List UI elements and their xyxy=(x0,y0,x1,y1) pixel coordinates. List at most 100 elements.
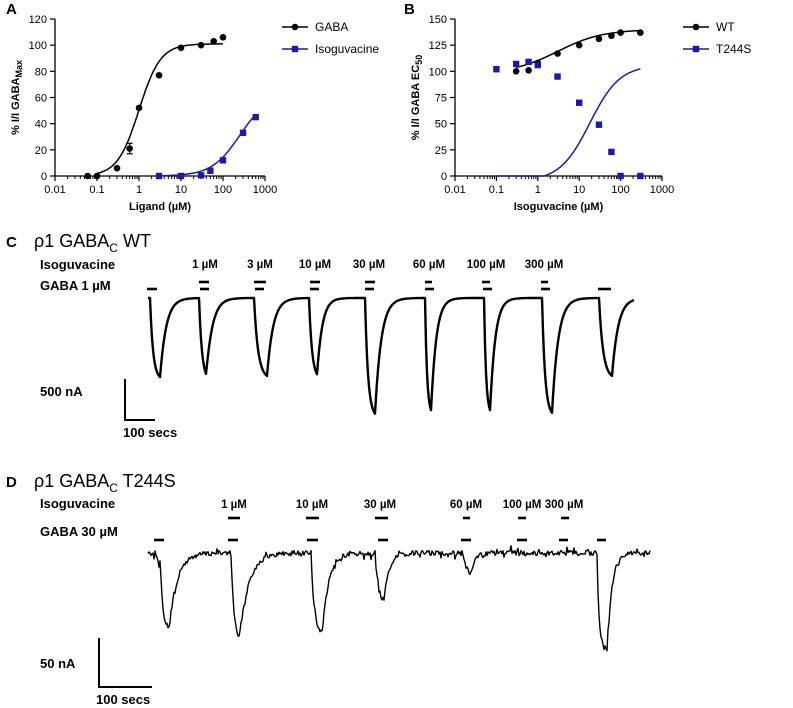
y-tick-label: 80 xyxy=(35,66,47,78)
y-tick-label: 100 xyxy=(29,40,47,52)
x-axis-title-end: ) xyxy=(600,201,604,213)
concentration-label: 30 µM xyxy=(353,259,385,271)
panel-d-concentration-labels: 1 µM 10 µM 30 µM 60 µM 100 µM 300 µM xyxy=(221,499,583,511)
panel-c-current-trace xyxy=(147,296,635,415)
x-axis-title-main: Isoguvacine ( xyxy=(514,201,585,213)
panel-d-title-rest: T244S xyxy=(118,471,176,491)
legend-label: GABA xyxy=(315,20,348,34)
y-tick-label: 120 xyxy=(29,14,47,26)
data-point-wt xyxy=(637,29,644,36)
legend-label: T244S xyxy=(716,42,751,56)
concentration-label: 60 µM xyxy=(413,259,445,271)
y-axis-title-main: % I/I GABA EC xyxy=(410,65,422,140)
x-tick-label: 10 xyxy=(175,184,187,196)
panel-b-letter: B xyxy=(404,1,415,18)
concentration-label: 3 µM xyxy=(247,259,273,271)
data-point-t244s xyxy=(637,172,644,180)
panel-a-letter: A xyxy=(6,1,17,18)
data-point-t244s xyxy=(576,99,583,106)
panel-d-isoguvacine-label: Isoguvacine xyxy=(40,496,115,511)
y-axis-title-sub: 50 xyxy=(414,55,424,65)
panel-b: B 0.01 0.1 1 10 100 1000 0 25 50 75 100 125 150 Isogu… xyxy=(404,1,751,213)
panel-c-concentration-labels: 1 µM 3 µM 10 µM 30 µM 60 µM 100 µM 300 µM xyxy=(192,259,563,271)
data-point-isoguvacine xyxy=(219,157,227,164)
x-tick-label: 100 xyxy=(214,184,232,196)
x-tick-label: 0.1 xyxy=(89,184,104,196)
legend-marker xyxy=(291,45,299,53)
data-point-isoguvacine xyxy=(197,172,205,179)
data-point-isoguvacine xyxy=(155,172,163,180)
x-axis-title: Isoguvacine (µM) xyxy=(514,201,604,213)
x-axis-title-main: Ligand ( xyxy=(129,201,172,213)
concentration-label: 60 µM xyxy=(450,499,482,511)
fit-curve-gaba xyxy=(96,43,223,175)
data-point-gaba xyxy=(84,172,91,180)
y-tick-label: 125 xyxy=(429,40,447,52)
panel-c-scale-time: 100 secs xyxy=(123,425,177,440)
concentration-label: 1 µM xyxy=(192,259,218,271)
legend-marker xyxy=(291,23,299,31)
concentration-label: 300 µM xyxy=(545,499,584,511)
data-point-gaba xyxy=(210,37,217,45)
data-point-gaba xyxy=(177,44,185,52)
data-point-t244s xyxy=(617,172,624,180)
y-axis-title-main: % I/I GABA xyxy=(10,77,22,135)
legend-label: WT xyxy=(716,20,735,34)
x-axis-title-unit: µM xyxy=(584,201,600,213)
x-axis-title-end: ) xyxy=(187,201,191,213)
data-point-wt xyxy=(525,66,532,74)
data-point-wt xyxy=(554,50,561,57)
x-tick-label: 1 xyxy=(535,184,541,196)
data-point-wt xyxy=(575,41,583,49)
data-point-wt xyxy=(512,68,520,75)
panel-d-title-main: ρ1 GABA xyxy=(34,471,109,491)
data-point-gaba xyxy=(219,34,227,41)
x-tick-label: 0.1 xyxy=(489,184,504,196)
concentration-label: 100 µM xyxy=(467,259,506,271)
x-tick-label: 1 xyxy=(136,184,142,196)
panel-d-scale-time: 100 secs xyxy=(96,692,150,707)
panel-c-scale-current: 500 nA xyxy=(40,384,83,399)
data-point-isoguvacine xyxy=(177,172,185,180)
data-point-isoguvacine xyxy=(252,113,259,121)
y-tick-label: 75 xyxy=(435,93,447,105)
concentration-label: 30 µM xyxy=(364,499,396,511)
y-tick-label: 0 xyxy=(441,171,447,183)
data-point-gaba xyxy=(113,164,121,172)
y-tick-label: 25 xyxy=(435,145,447,157)
panel-d-letter: D xyxy=(6,474,17,491)
panel-c-isoguvacine-label: Isoguvacine xyxy=(40,257,115,272)
legend-marker xyxy=(692,23,700,31)
panel-d-current-trace xyxy=(147,545,651,652)
data-point-wt xyxy=(608,32,615,40)
legend-label: Isoguvacine xyxy=(315,42,379,56)
y-tick-label: 60 xyxy=(35,93,47,105)
panel-a: A 0.01 0.1 1 10 100 1000 0 20 40 60 80 100 120 Ligand… xyxy=(6,1,379,213)
x-axis-title: Ligand (µM) xyxy=(129,201,191,213)
data-point-t244s xyxy=(554,73,561,80)
data-point-wt xyxy=(595,35,603,43)
y-tick-label: 100 xyxy=(429,66,447,78)
legend-marker xyxy=(692,45,700,53)
y-axis-title-sub: Max xyxy=(14,60,24,78)
y-tick-label: 40 xyxy=(35,119,47,131)
concentration-label: 10 µM xyxy=(296,499,328,511)
y-axis-title: % I/I GABA EC50 xyxy=(410,55,424,140)
panel-d: D ρ1 GABAC T244S Isoguvacine GABA 30 µM … xyxy=(6,471,651,707)
data-point-wt xyxy=(617,29,624,36)
concentration-label: 10 µM xyxy=(299,259,331,271)
y-tick-label: 150 xyxy=(429,14,447,26)
panel-c-title-main: ρ1 GABA xyxy=(34,231,109,251)
panel-c-gaba-label: GABA 1 µM xyxy=(40,278,111,293)
panel-d-title: ρ1 GABAC T244S xyxy=(34,471,176,495)
panel-c-letter: C xyxy=(6,234,17,251)
y-tick-label: 50 xyxy=(435,119,447,131)
y-axis-title: % I/I GABAMax xyxy=(10,60,24,135)
data-point-isoguvacine xyxy=(207,167,214,174)
data-point-t244s xyxy=(608,148,615,156)
concentration-label: 1 µM xyxy=(221,499,247,511)
x-tick-label: 0.01 xyxy=(44,184,65,196)
concentration-label: 100 µM xyxy=(503,499,542,511)
fit-curve-isoguvacine xyxy=(159,114,257,177)
